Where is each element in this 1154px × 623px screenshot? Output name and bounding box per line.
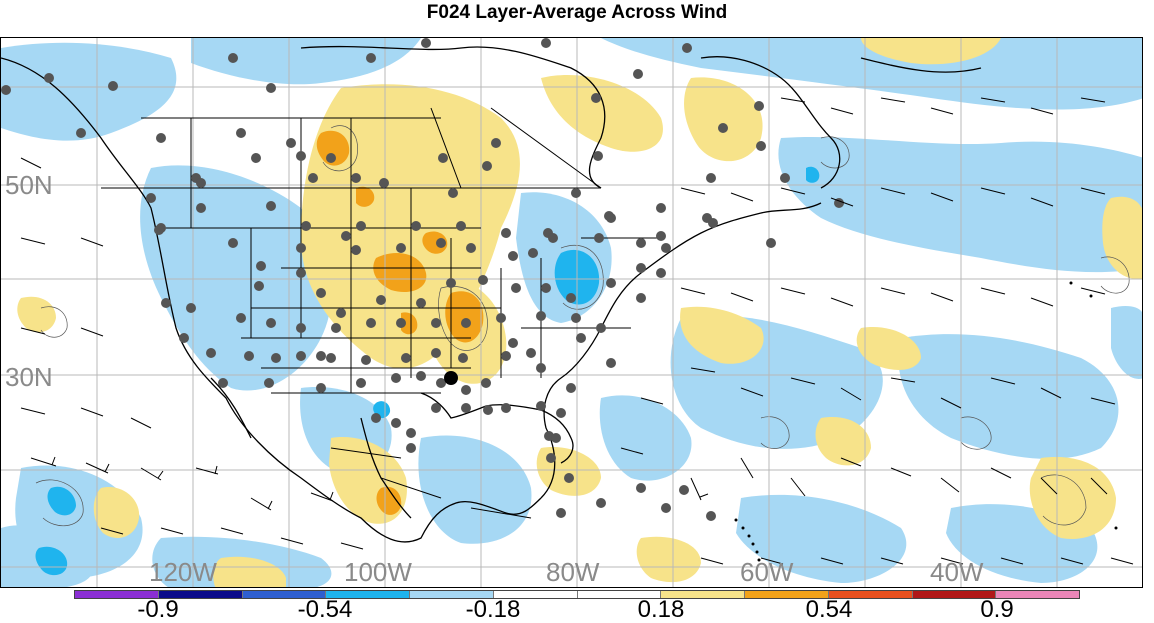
coastlines bbox=[1, 45, 982, 543]
colorbar-label-neg-0.54: -0.54 bbox=[297, 596, 353, 623]
colorbar-label-0.9: 0.9 bbox=[980, 596, 1014, 623]
colorbar-segment bbox=[242, 591, 327, 598]
lon-label-120w: 120W bbox=[149, 557, 217, 587]
colorbar-segment bbox=[828, 591, 913, 598]
colorbar-label-neg-0.18: -0.18 bbox=[465, 596, 521, 623]
map-grid bbox=[1, 38, 1142, 587]
colorbar-segment bbox=[493, 591, 578, 598]
contour-lines bbox=[35, 125, 1130, 526]
map-canvas bbox=[1, 38, 1142, 587]
chart-title: F024 Layer-Average Across Wind bbox=[426, 2, 728, 23]
positive-strong-shading bbox=[316, 130, 484, 515]
lon-label-100w: 100W bbox=[344, 557, 412, 587]
wind-barbs bbox=[20, 97, 1134, 565]
lon-label-40w: 40W bbox=[930, 557, 984, 587]
colorbar-segment bbox=[996, 591, 1079, 598]
station-dots bbox=[1, 38, 844, 521]
caribbean-islands bbox=[734, 281, 1118, 562]
colorbar-segment bbox=[577, 591, 662, 598]
colorbar bbox=[74, 590, 1080, 599]
colorbar-label-neg-0.9: -0.9 bbox=[137, 596, 179, 623]
colorbar-label-0.54: 0.54 bbox=[805, 596, 853, 623]
colorbar-segment bbox=[661, 591, 745, 598]
colorbar-segment bbox=[912, 591, 997, 598]
map-panel: 50N 30N 120W 100W 80W 60W 40W bbox=[0, 37, 1143, 588]
lat-label-30n: 30N bbox=[5, 362, 53, 392]
colorbar-label-0.18: 0.18 bbox=[637, 596, 685, 623]
colorbar-segment bbox=[410, 591, 494, 598]
lon-label-80w: 80W bbox=[546, 557, 600, 587]
lat-label-50n: 50N bbox=[5, 170, 53, 200]
colorbar-segment bbox=[326, 591, 410, 598]
colorbar-segment bbox=[75, 591, 159, 598]
lon-label-60w: 60W bbox=[740, 557, 794, 587]
colorbar-segment bbox=[158, 591, 243, 598]
colorbar-segment bbox=[745, 591, 829, 598]
